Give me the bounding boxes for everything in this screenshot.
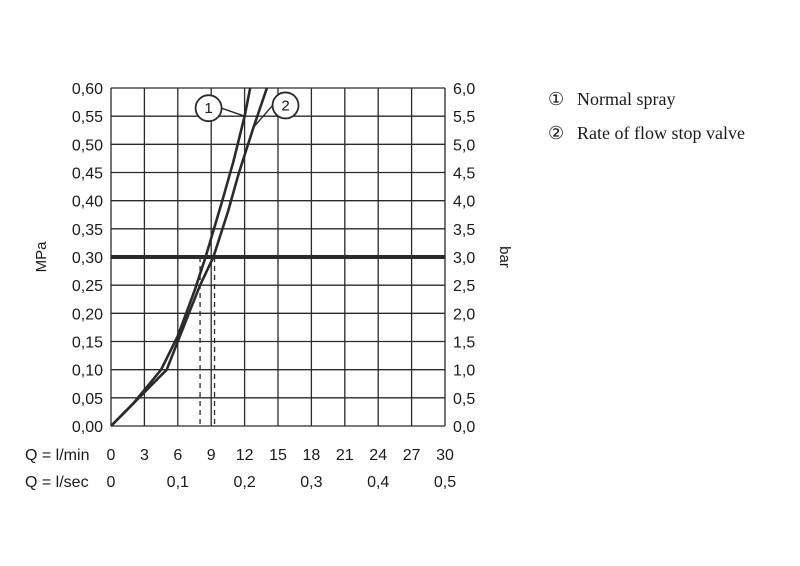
- right-tick-label: 0,5: [453, 391, 475, 408]
- right-axis-label: bar: [496, 246, 513, 268]
- left-axis-label: MPa: [33, 241, 50, 273]
- left-tick-label: 0,25: [72, 278, 103, 295]
- legend-marker-2: ②: [548, 123, 564, 143]
- x-tick-label-lsec: 0,4: [367, 474, 389, 491]
- x-tick-label-lmin: 24: [369, 447, 387, 464]
- left-tick-label: 0,40: [72, 194, 103, 211]
- right-tick-label: 4,5: [453, 166, 475, 183]
- left-tick-label: 0,35: [72, 222, 103, 239]
- x-tick-label-lsec: 0: [107, 474, 116, 491]
- curve-marker-circle: [271, 91, 300, 120]
- legend-item-2: ② Rate of flow stop valve: [548, 123, 745, 143]
- x-tick-label-lsec: 0,3: [300, 474, 322, 491]
- right-tick-label: 2,5: [453, 278, 475, 295]
- curve-marker-2: 2: [252, 91, 300, 128]
- x-tick-label-lmin: 15: [269, 447, 287, 464]
- right-tick-label: 1,0: [453, 363, 475, 380]
- right-tick-label: 6,0: [453, 81, 475, 98]
- right-tick-label: 3,0: [453, 250, 475, 267]
- right-tick-label: 5,5: [453, 109, 475, 126]
- left-tick-label: 0,45: [72, 166, 103, 183]
- x-tick-label-lmin: 0: [107, 447, 116, 464]
- right-tick-label: 0,0: [453, 419, 475, 436]
- grid: [110, 87, 446, 427]
- curve-marker-label: 2: [281, 97, 289, 114]
- right-tick-label: 1,5: [453, 335, 475, 352]
- x-tick-label-lmin: 12: [236, 447, 254, 464]
- left-tick-label: 0,60: [72, 81, 103, 98]
- left-tick-label: 0,15: [72, 335, 103, 352]
- x-tick-label-lsec: 0,2: [233, 474, 255, 491]
- x-tick-label-lmin: 27: [403, 447, 421, 464]
- curve-marker-label: 1: [204, 100, 212, 117]
- left-tick-label: 0,10: [72, 363, 103, 380]
- curve-marker-1: 1: [194, 94, 245, 123]
- legend-label-2: Rate of flow stop valve: [577, 123, 745, 143]
- x-tick-label-lmin: 30: [436, 447, 454, 464]
- curve-marker-leader: [252, 104, 274, 128]
- right-tick-label: 5,0: [453, 137, 475, 154]
- left-tick-label: 0,50: [72, 137, 103, 154]
- left-tick-label: 0,00: [72, 419, 103, 436]
- x-tick-label-lmin: 18: [303, 447, 321, 464]
- x-axis-label-lsec: Q = l/sec: [25, 474, 89, 491]
- left-tick-label: 0,20: [72, 306, 103, 323]
- curve-marker-circle: [194, 94, 223, 123]
- series-line-1: [110, 87, 252, 427]
- left-tick-label: 0,55: [72, 109, 103, 126]
- x-tick-label-lmin: 9: [207, 447, 216, 464]
- x-tick-label-lmin: 3: [140, 447, 149, 464]
- legend-item-1: ① Normal spray: [548, 89, 675, 109]
- legend: ① Normal spray ② Rate of flow stop valve: [548, 89, 745, 143]
- x-axis-label-lmin: Q = l/min: [25, 447, 89, 464]
- x-tick-label-lmin: 21: [336, 447, 354, 464]
- tick-labels: 0,000,050,100,150,200,250,300,350,400,45…: [72, 81, 475, 491]
- x-tick-label-lsec: 0,5: [434, 474, 456, 491]
- series-line-2: [110, 87, 269, 427]
- curve-marker-leader: [221, 107, 245, 117]
- legend-label-1: Normal spray: [577, 89, 675, 109]
- left-tick-label: 0,30: [72, 250, 103, 267]
- x-tick-label-lmin: 6: [173, 447, 182, 464]
- left-tick-label: 0,05: [72, 391, 103, 408]
- right-tick-label: 4,0: [453, 194, 475, 211]
- x-tick-label-lsec: 0,1: [167, 474, 189, 491]
- right-tick-label: 3,5: [453, 222, 475, 239]
- legend-marker-1: ①: [548, 89, 564, 109]
- right-tick-label: 2,0: [453, 306, 475, 323]
